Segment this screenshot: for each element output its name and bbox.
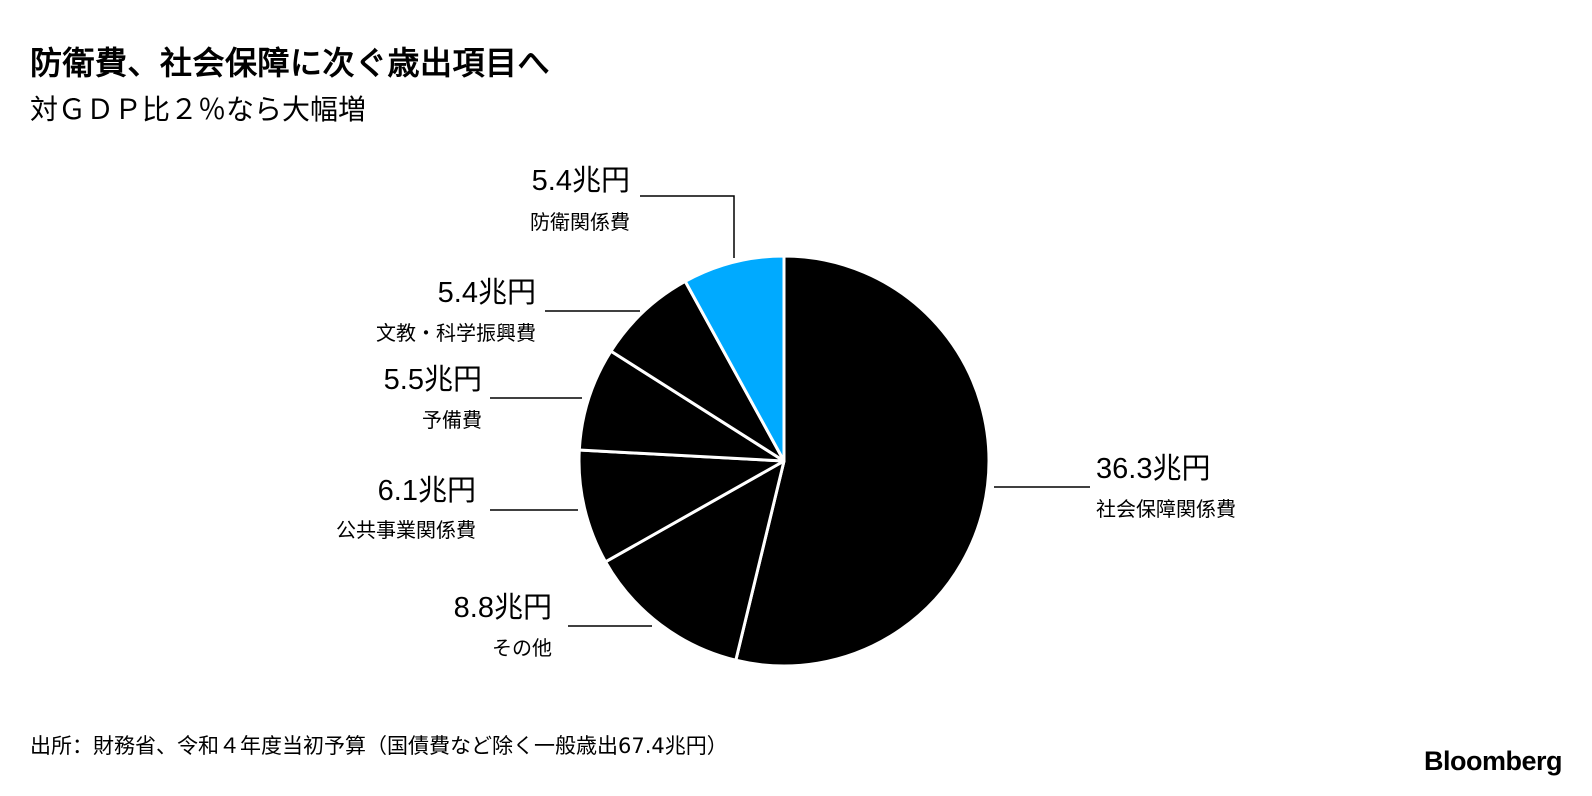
- pie-slice-2: [604, 459, 786, 662]
- leader-lines: [490, 195, 1090, 627]
- pie-slices: [577, 254, 991, 668]
- slice-category-label: 予備費: [422, 408, 482, 432]
- pie-slice-1: [734, 254, 991, 668]
- pie-slice-5: [609, 279, 786, 463]
- pie-slice-4: [577, 349, 786, 463]
- chart-subtitle: 対ＧＤＰ比２％なら大幅増: [30, 93, 367, 126]
- slice-value-label: 6.1兆円: [378, 475, 476, 507]
- leader-line-6: [640, 195, 735, 258]
- slice-category-label: 社会保障関係費: [1096, 497, 1236, 521]
- slice-value-label: 8.8兆円: [454, 592, 552, 624]
- pie-slice-3: [577, 448, 786, 564]
- slice-category-label: その他: [492, 636, 552, 660]
- slice-value-label: 5.5兆円: [384, 364, 482, 396]
- slice-category-label: 公共事業関係費: [336, 518, 476, 542]
- slice-category-label: 文教・科学振興費: [376, 321, 536, 345]
- slice-category-label: 防衛関係費: [530, 210, 630, 234]
- pie-slice-6: [683, 254, 786, 463]
- slice-value-label: 5.4兆円: [438, 277, 536, 309]
- bloomberg-logo: Bloomberg: [1423, 746, 1563, 776]
- chart-title: 防衛費、社会保障に次ぐ歳出項目へ: [30, 44, 551, 82]
- source-note: 出所：財務省、令和４年度当初予算（国債費など除く一般歳出67.4兆円）: [30, 734, 728, 758]
- slice-value-label: 5.4兆円: [532, 165, 630, 197]
- slice-value-label: 36.3兆円: [1096, 453, 1210, 485]
